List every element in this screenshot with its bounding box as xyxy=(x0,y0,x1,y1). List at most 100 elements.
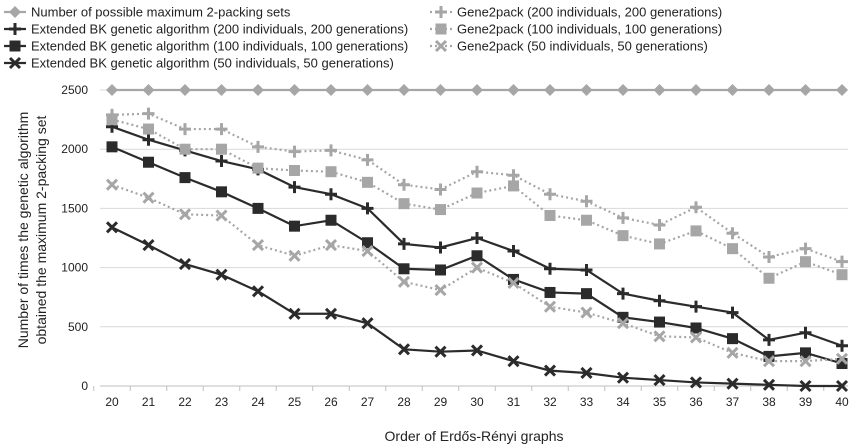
x-tick-label: 39 xyxy=(799,395,813,409)
legend-label: Gene2pack (200 individuals, 200 generati… xyxy=(457,5,722,20)
data-point xyxy=(690,225,702,237)
legend-marker xyxy=(9,6,21,18)
data-point xyxy=(835,352,849,365)
x-tick-label: 37 xyxy=(726,395,740,409)
data-point xyxy=(763,84,775,96)
data-point xyxy=(690,84,702,96)
data-point xyxy=(216,143,227,155)
data-point xyxy=(179,143,191,155)
legend-item: Extended BK genetic algorithm (200 indiv… xyxy=(4,22,408,37)
series-7 xyxy=(105,178,849,368)
data-point xyxy=(690,300,702,313)
data-point xyxy=(215,268,228,281)
data-point xyxy=(836,339,848,352)
legend-marker xyxy=(435,6,447,18)
data-point xyxy=(142,107,155,120)
x-tick-label: 25 xyxy=(288,395,302,409)
data-point xyxy=(507,245,520,258)
legend-item: Gene2pack (200 individuals, 200 generati… xyxy=(430,5,722,20)
legend-item: Extended BK genetic algorithm (50 indivi… xyxy=(4,56,394,71)
data-point xyxy=(544,262,556,275)
data-point xyxy=(361,317,374,330)
y-tick-label: 0 xyxy=(81,379,88,393)
data-point xyxy=(836,84,848,96)
series-6 xyxy=(106,114,848,284)
data-point xyxy=(251,239,265,252)
data-point xyxy=(471,84,483,96)
data-point xyxy=(215,155,228,168)
legend-label: Gene2pack (100 individuals, 100 generati… xyxy=(457,22,722,37)
data-point xyxy=(653,294,666,307)
data-point xyxy=(179,123,191,136)
data-point xyxy=(106,141,118,153)
data-point xyxy=(361,202,374,215)
y-axis-title-line-2: obtained the maximum 2-packing set xyxy=(33,116,49,345)
x-tick-label: 27 xyxy=(361,395,375,409)
data-point xyxy=(361,153,374,166)
data-point xyxy=(799,355,812,368)
data-point xyxy=(252,140,264,153)
data-point xyxy=(507,84,520,96)
data-point xyxy=(617,311,629,323)
data-point xyxy=(434,345,447,358)
data-point xyxy=(800,256,811,268)
data-point xyxy=(216,186,227,198)
legend-marker xyxy=(435,23,447,35)
y-tick-labels: 0 500 1000 1500 2000 2500 xyxy=(61,83,88,393)
data-point xyxy=(543,364,557,377)
y-axis-title: Number of times the genetic algorithm ob… xyxy=(15,112,49,349)
legend-item: Gene2pack (100 individuals, 100 generati… xyxy=(430,22,722,37)
data-point xyxy=(654,238,665,250)
data-point xyxy=(106,84,118,96)
data-point xyxy=(398,263,410,275)
data-point xyxy=(836,255,848,268)
data-point xyxy=(507,276,520,290)
data-point xyxy=(289,165,300,177)
data-point xyxy=(653,330,666,343)
data-point xyxy=(142,191,155,204)
x-tick-label: 24 xyxy=(251,395,265,409)
x-tick-label: 20 xyxy=(105,395,119,409)
legend-label: Extended BK genetic algorithm (200 indiv… xyxy=(31,22,408,37)
data-point xyxy=(544,84,556,96)
data-point xyxy=(580,263,593,276)
legend-marker xyxy=(9,40,21,52)
x-tick-label: 23 xyxy=(215,395,229,409)
data-point xyxy=(508,273,519,285)
data-point xyxy=(288,181,301,194)
legend-label: Extended BK genetic algorithm (50 indivi… xyxy=(31,56,394,71)
data-point xyxy=(325,84,337,96)
data-point xyxy=(398,237,410,250)
data-point xyxy=(581,214,592,226)
data-point xyxy=(727,243,738,255)
x-tick-label: 40 xyxy=(835,395,849,409)
data-point xyxy=(435,264,446,276)
x-tick-label: 31 xyxy=(507,395,521,409)
data-point xyxy=(507,355,520,368)
data-point xyxy=(143,123,154,135)
data-point xyxy=(434,241,447,254)
data-point xyxy=(142,239,155,252)
data-point xyxy=(543,300,557,313)
data-point xyxy=(544,286,556,298)
x-axis-title: Order of Erdős-Rényi graphs xyxy=(385,428,564,444)
data-point xyxy=(799,84,812,96)
data-point xyxy=(690,201,702,214)
data-point xyxy=(763,350,775,362)
legend: Number of possible maximum 2-packing set… xyxy=(4,5,722,71)
series-line xyxy=(111,118,843,280)
y-tick-label: 1000 xyxy=(61,261,88,275)
data-point xyxy=(762,355,776,368)
x-tick-label: 26 xyxy=(324,395,338,409)
data-point xyxy=(398,178,410,191)
x-tick-label: 34 xyxy=(616,395,630,409)
legend-label: Extended BK genetic algorithm (100 indiv… xyxy=(31,39,408,54)
data-point xyxy=(653,374,666,387)
x-tick-label: 29 xyxy=(434,395,448,409)
data-point xyxy=(836,269,848,281)
data-point xyxy=(580,306,593,319)
data-point xyxy=(470,261,484,274)
data-point xyxy=(690,322,702,334)
data-point xyxy=(762,378,776,391)
